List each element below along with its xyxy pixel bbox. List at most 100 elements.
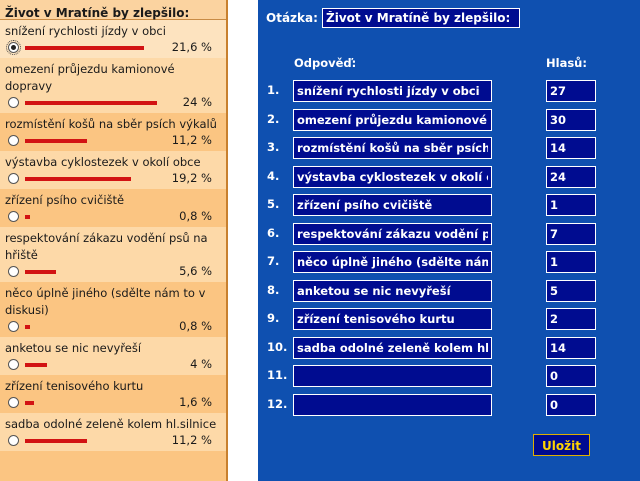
answer-input[interactable]	[293, 337, 492, 359]
poll-option-label: zřízení tenisového kurtu	[5, 379, 144, 393]
poll-options: snížení rychlosti jízdy v obci 21,6 % omez…	[0, 20, 226, 451]
poll-option-label: zřízení psího cvičiště	[5, 193, 125, 207]
poll-option[interactable]: zřízení tenisového kurtu 1,6 %	[0, 375, 226, 413]
poll-option[interactable]: anketou se nic nevyřeší 4 %	[0, 337, 226, 375]
poll-result-bar	[25, 439, 87, 443]
poll-result-bar	[25, 46, 144, 50]
poll-option-radio[interactable]	[8, 321, 19, 332]
answer-input[interactable]	[293, 365, 492, 387]
poll-option-radio[interactable]	[8, 211, 19, 222]
poll-option-radio[interactable]	[8, 435, 19, 446]
answer-row: 4.	[258, 166, 640, 188]
votes-input[interactable]	[546, 194, 596, 216]
votes-input[interactable]	[546, 166, 596, 188]
answer-input[interactable]	[293, 223, 492, 245]
poll-result-bar	[25, 101, 157, 105]
answer-input[interactable]	[293, 280, 492, 302]
question-label: Otázka:	[266, 11, 318, 25]
answer-input[interactable]	[293, 251, 492, 273]
poll-option-percent: 21,6 %	[171, 40, 212, 54]
answer-input[interactable]	[293, 80, 492, 102]
poll-option-radio[interactable]	[8, 359, 19, 370]
poll-result-bar	[25, 325, 30, 329]
poll-option-label: rozmístění košů na sběr psích výkalů	[5, 117, 217, 131]
answer-row: 12.	[258, 394, 640, 416]
answer-row: 1.	[258, 80, 640, 102]
poll-option-percent: 24 %	[182, 95, 212, 109]
poll-option-radio[interactable]	[8, 173, 19, 184]
answer-number: 7.	[267, 254, 280, 268]
votes-input[interactable]	[546, 308, 596, 330]
poll-option-percent: 1,6 %	[179, 395, 212, 409]
poll-option[interactable]: omezení průjezdu kamionové dopravy 24 %	[0, 58, 226, 113]
poll-option-label: něco úplně jiného (sdělte nám to v disku…	[5, 286, 206, 317]
poll-result-bar	[25, 270, 56, 274]
answer-row: 10.	[258, 337, 640, 359]
votes-input[interactable]	[546, 223, 596, 245]
poll-option-label: snížení rychlosti jízdy v obci	[5, 24, 166, 38]
poll-option[interactable]: něco úplně jiného (sdělte nám to v disku…	[0, 282, 226, 337]
votes-input[interactable]	[546, 394, 596, 416]
votes-input[interactable]	[546, 365, 596, 387]
votes-input[interactable]	[546, 137, 596, 159]
answer-row: 5.	[258, 194, 640, 216]
poll-option-percent: 0,8 %	[179, 319, 212, 333]
poll-option[interactable]: snížení rychlosti jízdy v obci 21,6 %	[0, 20, 226, 58]
poll-option-radio[interactable]	[8, 97, 19, 108]
poll-widget: Život v Mratíně by zlepšilo: snížení ryc…	[0, 0, 228, 481]
poll-option-percent: 11,2 %	[171, 433, 212, 447]
poll-option[interactable]: respektování zákazu vodění psů na hřiště…	[0, 227, 226, 282]
votes-column-header: Hlasů:	[546, 56, 587, 70]
votes-input[interactable]	[546, 280, 596, 302]
poll-result-bar	[25, 215, 30, 219]
poll-option-percent: 5,6 %	[179, 264, 212, 278]
answer-row: 8.	[258, 280, 640, 302]
poll-editor: Otázka: Odpověď: Hlasů: 1. 2. 3. 4. 5. 6. 7. 8.…	[258, 0, 640, 481]
poll-result-bar	[25, 139, 87, 143]
poll-option-radio[interactable]	[6, 40, 21, 55]
answer-number: 10.	[267, 340, 288, 354]
poll-option[interactable]: výstavba cyklostezek v okolí obce 19,2 %	[0, 151, 226, 189]
answer-input[interactable]	[293, 394, 492, 416]
poll-option-percent: 4 %	[190, 357, 212, 371]
poll-option-percent: 11,2 %	[171, 133, 212, 147]
save-button[interactable]: Uložit	[533, 434, 590, 456]
answer-number: 1.	[267, 83, 280, 97]
question-input[interactable]	[322, 8, 520, 28]
poll-option-percent: 0,8 %	[179, 209, 212, 223]
answer-number: 6.	[267, 226, 280, 240]
poll-option-label: anketou se nic nevyřeší	[5, 341, 142, 355]
answer-input[interactable]	[293, 166, 492, 188]
answer-number: 2.	[267, 112, 280, 126]
poll-option[interactable]: zřízení psího cvičiště 0,8 %	[0, 189, 226, 227]
answer-column-header: Odpověď:	[294, 56, 357, 70]
poll-option-percent: 19,2 %	[171, 171, 212, 185]
poll-result-bar	[25, 177, 131, 181]
poll-option[interactable]: rozmístění košů na sběr psích výkalů 11,2…	[0, 113, 226, 151]
answer-number: 4.	[267, 169, 280, 183]
answer-number: 9.	[267, 311, 280, 325]
answer-row: 11.	[258, 365, 640, 387]
poll-option-radio[interactable]	[8, 135, 19, 146]
poll-option-radio[interactable]	[8, 266, 19, 277]
votes-input[interactable]	[546, 337, 596, 359]
votes-input[interactable]	[546, 109, 596, 131]
votes-input[interactable]	[546, 80, 596, 102]
answer-number: 5.	[267, 197, 280, 211]
answer-row: 7.	[258, 251, 640, 273]
poll-option-label: výstavba cyklostezek v okolí obce	[5, 155, 201, 169]
poll-option-label: omezení průjezdu kamionové dopravy	[5, 62, 175, 93]
answer-number: 3.	[267, 140, 280, 154]
poll-option[interactable]: sadba odolné zeleně kolem hl.silnice 11,2…	[0, 413, 226, 451]
votes-input[interactable]	[546, 251, 596, 273]
poll-option-radio[interactable]	[8, 397, 19, 408]
answer-number: 12.	[267, 397, 288, 411]
answer-input[interactable]	[293, 308, 492, 330]
answer-input[interactable]	[293, 137, 492, 159]
poll-option-label: sadba odolné zeleně kolem hl.silnice	[5, 417, 217, 431]
answer-number: 11.	[267, 368, 288, 382]
answer-row: 2.	[258, 109, 640, 131]
answer-input[interactable]	[293, 109, 492, 131]
answer-input[interactable]	[293, 194, 492, 216]
poll-result-bar	[25, 363, 47, 367]
